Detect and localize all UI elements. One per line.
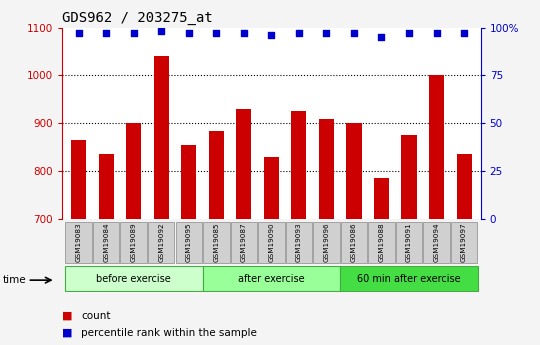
Text: GSM19089: GSM19089 (131, 223, 137, 262)
Bar (456, 155, 471, 219)
Bar (429, 76, 444, 219)
Text: GSM19090: GSM19090 (268, 223, 274, 262)
Text: ■: ■ (62, 328, 72, 338)
Text: GSM19087: GSM19087 (241, 223, 247, 262)
Bar (181, 145, 197, 219)
Bar (236, 109, 252, 219)
Bar (401, 135, 416, 219)
Text: GSM19083: GSM19083 (76, 223, 82, 262)
FancyBboxPatch shape (286, 222, 312, 263)
Bar (154, 56, 169, 219)
FancyBboxPatch shape (176, 222, 202, 263)
Bar (71, 140, 86, 219)
Text: GSM19086: GSM19086 (351, 223, 357, 262)
Point (185, 31, 193, 36)
FancyBboxPatch shape (202, 266, 340, 291)
FancyBboxPatch shape (120, 222, 147, 263)
Bar (346, 124, 361, 219)
Text: GSM19084: GSM19084 (103, 223, 109, 262)
FancyBboxPatch shape (451, 222, 477, 263)
Text: GSM19092: GSM19092 (158, 223, 164, 262)
Point (404, 31, 413, 36)
Point (212, 31, 221, 36)
Text: GSM19093: GSM19093 (296, 223, 302, 262)
FancyBboxPatch shape (65, 222, 92, 263)
FancyBboxPatch shape (340, 266, 478, 291)
Text: 60 min after exercise: 60 min after exercise (357, 274, 461, 284)
Bar (264, 157, 279, 219)
Text: GSM19088: GSM19088 (379, 223, 384, 262)
Text: after exercise: after exercise (238, 274, 305, 284)
Point (322, 31, 330, 36)
Point (460, 31, 468, 36)
FancyBboxPatch shape (148, 222, 174, 263)
Text: GSM19085: GSM19085 (213, 223, 219, 262)
Point (240, 31, 248, 36)
Text: percentile rank within the sample: percentile rank within the sample (81, 328, 257, 338)
Bar (291, 111, 307, 219)
Text: GSM19097: GSM19097 (461, 223, 467, 262)
Point (130, 31, 138, 36)
FancyBboxPatch shape (231, 222, 257, 263)
Text: time: time (3, 275, 26, 285)
FancyBboxPatch shape (341, 222, 367, 263)
Text: GDS962 / 203275_at: GDS962 / 203275_at (62, 11, 213, 25)
Text: ■: ■ (62, 311, 72, 321)
FancyBboxPatch shape (423, 222, 450, 263)
Text: GSM19095: GSM19095 (186, 223, 192, 262)
FancyBboxPatch shape (258, 222, 285, 263)
FancyBboxPatch shape (368, 222, 395, 263)
FancyBboxPatch shape (313, 222, 340, 263)
FancyBboxPatch shape (93, 222, 119, 263)
FancyBboxPatch shape (396, 222, 422, 263)
Point (294, 31, 303, 36)
Point (75, 31, 83, 36)
Text: count: count (81, 311, 111, 321)
Point (267, 32, 275, 38)
Point (102, 31, 111, 36)
Bar (99, 155, 114, 219)
Point (432, 31, 441, 36)
Bar (126, 124, 141, 219)
Point (157, 29, 166, 34)
Bar (209, 130, 224, 219)
Text: GSM19091: GSM19091 (406, 223, 412, 262)
Point (377, 34, 386, 40)
Text: GSM19094: GSM19094 (434, 223, 440, 262)
Point (349, 31, 358, 36)
FancyBboxPatch shape (203, 222, 230, 263)
Text: GSM19096: GSM19096 (323, 223, 329, 262)
Bar (319, 119, 334, 219)
Text: before exercise: before exercise (96, 274, 171, 284)
Bar (374, 178, 389, 219)
FancyBboxPatch shape (65, 266, 202, 291)
